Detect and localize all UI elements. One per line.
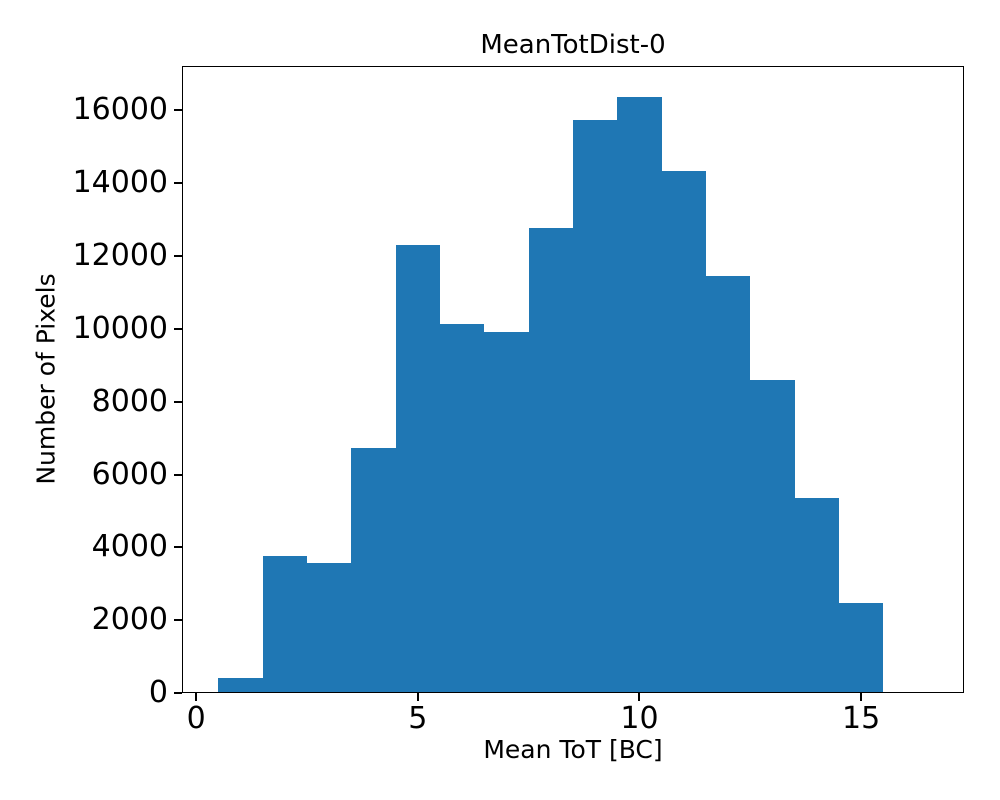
y-tick-mark: [174, 546, 182, 549]
y-tick-mark: [174, 255, 182, 258]
histogram-bar: [838, 603, 884, 693]
y-axis-label: Number of Pixels: [31, 273, 61, 485]
histogram-bar: [661, 170, 706, 693]
chart-title: MeanTotDist-0: [480, 30, 666, 60]
x-tick-label: 10: [620, 701, 659, 736]
x-tick-label: 0: [186, 701, 206, 736]
histogram-bar: [705, 276, 751, 693]
x-tick-mark: [195, 693, 198, 701]
plot-area: [182, 66, 964, 693]
y-tick-mark: [174, 619, 182, 622]
histogram-bar: [573, 119, 618, 693]
y-tick-label: 12000: [72, 238, 168, 274]
histogram-bar: [262, 556, 307, 693]
y-tick-mark: [174, 109, 182, 112]
y-tick-label: 2000: [91, 602, 168, 638]
x-tick-label: 15: [842, 701, 881, 736]
histogram-bar: [395, 245, 440, 693]
histogram-bar: [617, 96, 662, 693]
y-tick-mark: [174, 692, 182, 694]
histogram-bar: [440, 323, 485, 693]
y-tick-label: 10000: [72, 310, 168, 346]
histogram-bar: [750, 379, 795, 693]
x-tick-mark: [860, 693, 863, 701]
y-tick-label: 0: [148, 675, 168, 710]
y-tick-mark: [174, 182, 182, 185]
y-tick-mark: [174, 400, 182, 403]
histogram-bar: [794, 497, 839, 693]
y-tick-label: 4000: [91, 529, 168, 565]
x-tick-mark: [416, 693, 419, 701]
y-tick-label: 8000: [91, 383, 168, 419]
histogram-bar: [528, 227, 573, 693]
histogram-bar: [218, 678, 263, 693]
y-tick-mark: [174, 327, 182, 330]
histogram-bar: [351, 447, 396, 693]
histogram-bar: [484, 331, 529, 693]
x-axis-label: Mean ToT [BC]: [483, 735, 663, 764]
y-tick-label: 16000: [72, 92, 168, 128]
histogram-bar: [307, 562, 352, 693]
y-tick-label: 14000: [72, 165, 168, 201]
x-tick-label: 5: [408, 701, 428, 736]
y-tick-mark: [174, 473, 182, 476]
y-tick-label: 6000: [91, 456, 168, 492]
x-tick-mark: [638, 693, 641, 701]
